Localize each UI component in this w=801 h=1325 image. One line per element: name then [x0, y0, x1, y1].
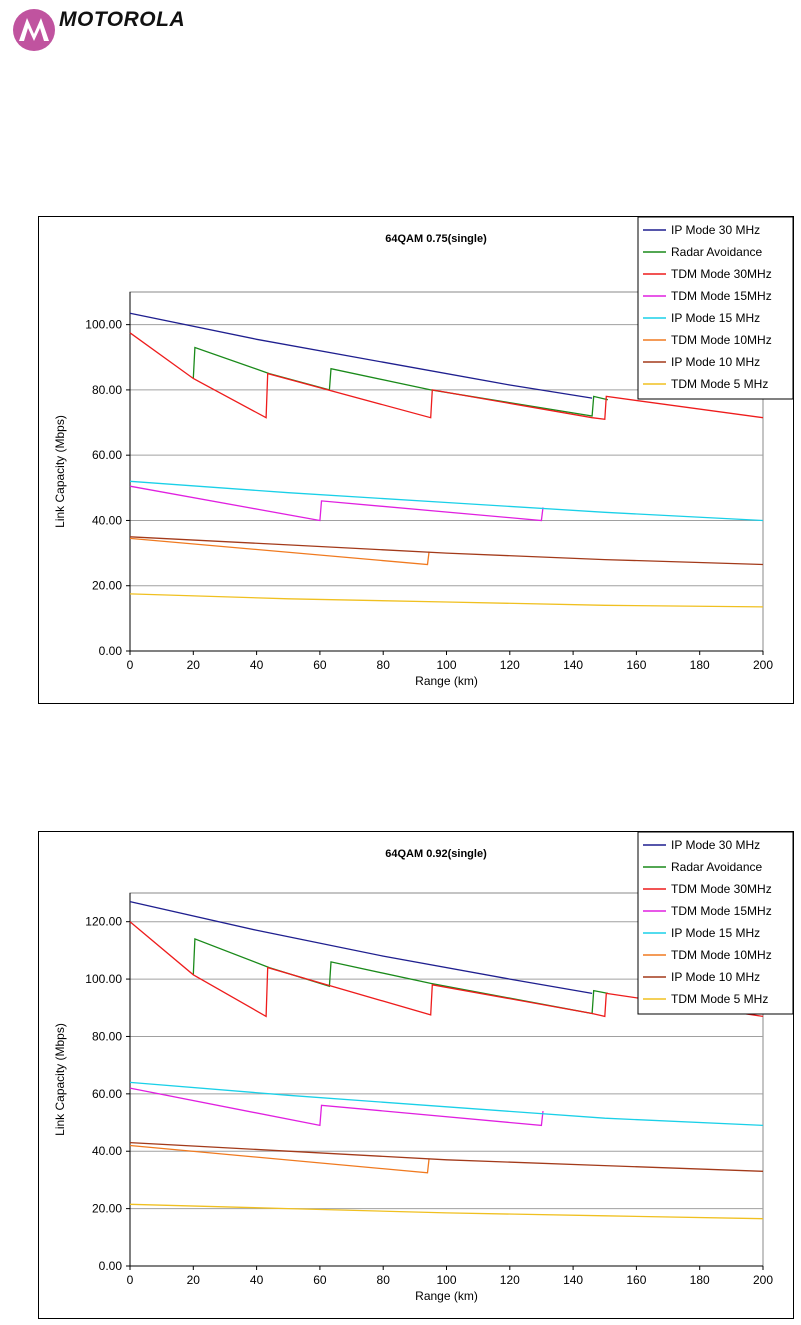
legend-entry: TDM Mode 10MHz: [671, 333, 772, 347]
x-tick-label: 60: [313, 1273, 327, 1287]
y-tick-label: 60.00: [92, 1087, 122, 1101]
motorola-logo: [12, 8, 252, 56]
legend-entry: Radar Avoidance: [671, 245, 763, 259]
x-tick-label: 100: [436, 658, 456, 672]
series-line: [129, 593, 764, 608]
x-axis-label: Range (km): [415, 1289, 478, 1303]
brand-name: MOTOROLA: [59, 8, 186, 31]
x-tick-label: 100: [436, 1273, 456, 1287]
series-line: [129, 480, 764, 522]
x-tick-label: 140: [563, 1273, 583, 1287]
y-axis-label: Link Capacity (Mbps): [53, 415, 67, 528]
y-tick-label: 0.00: [99, 644, 123, 658]
legend-entry: TDM Mode 15MHz: [671, 289, 772, 303]
x-tick-label: 40: [250, 658, 264, 672]
series-line: [192, 937, 609, 1015]
x-tick-label: 20: [187, 658, 201, 672]
series-line: [129, 900, 593, 995]
x-tick-label: 180: [690, 658, 710, 672]
series-line: [129, 485, 544, 522]
y-tick-label: 80.00: [92, 1029, 122, 1043]
chart-64qam-092: 0.00 20.00 40.00 60.00 80.00 100.00 120.00 0 20 4…: [38, 831, 794, 1319]
x-tick-label: 180: [690, 1273, 710, 1287]
x-tick-label: 120: [500, 658, 520, 672]
chart-svg-2: 0.00 20.00 40.00 60.00 80.00 100.00 120.00 0 20 4…: [53, 832, 794, 1303]
legend-entry: TDM Mode 5 MHz: [671, 992, 768, 1006]
chart-title: 64QAM 0.75(single): [385, 233, 487, 245]
series-line: [129, 1203, 764, 1220]
series-line: [129, 1144, 430, 1174]
x-tick-label: 200: [753, 1273, 773, 1287]
y-tick-label: 20.00: [92, 1202, 122, 1216]
legend-entry: IP Mode 15 MHz: [671, 311, 760, 325]
y-tick-label: 20.00: [92, 579, 122, 593]
x-tick-label: 20: [187, 1273, 201, 1287]
y-tick-label: 0.00: [99, 1259, 123, 1273]
legend-entry: TDM Mode 15MHz: [671, 904, 772, 918]
series-line: [129, 537, 430, 566]
legend-entry: TDM Mode 30MHz: [671, 267, 772, 281]
series-line: [129, 1141, 764, 1172]
chart-title: 64QAM 0.92(single): [385, 848, 487, 860]
y-tick-label: 40.00: [92, 1144, 122, 1158]
series-line: [192, 346, 609, 417]
y-tick-label: 40.00: [92, 513, 122, 527]
x-tick-label: 0: [127, 658, 134, 672]
x-axis-label: Range (km): [415, 674, 478, 688]
series-line: [129, 332, 764, 421]
legend-entry: IP Mode 15 MHz: [671, 926, 760, 940]
legend-entry: TDM Mode 5 MHz: [671, 377, 768, 391]
x-tick-label: 40: [250, 1273, 264, 1287]
legend-entry: TDM Mode 30MHz: [671, 882, 772, 896]
x-tick-label: 140: [563, 658, 583, 672]
legend-entry: IP Mode 10 MHz: [671, 355, 760, 369]
series-line: [129, 1087, 544, 1127]
x-tick-label: 160: [626, 658, 646, 672]
y-tick-label: 120.00: [85, 915, 122, 929]
series-line: [129, 536, 764, 566]
y-tick-label: 80.00: [92, 383, 122, 397]
legend-entry: IP Mode 30 MHz: [671, 838, 760, 852]
x-tick-label: 60: [313, 658, 327, 672]
y-tick-label: 60.00: [92, 448, 122, 462]
x-tick-label: 160: [626, 1273, 646, 1287]
x-tick-label: 200: [753, 658, 773, 672]
legend-entry: TDM Mode 10MHz: [671, 948, 772, 962]
legend-entry: IP Mode 10 MHz: [671, 970, 760, 984]
y-tick-label: 100.00: [85, 972, 122, 986]
y-axis-label: Link Capacity (Mbps): [53, 1023, 67, 1136]
motorola-batwing-icon: [13, 9, 55, 51]
chart-64qam-075: 0.00 20.00 40.00 60.00 80.00 100.00 0 20 40 60 80 1…: [38, 216, 794, 704]
x-tick-label: 80: [377, 1273, 391, 1287]
series-line: [129, 1081, 764, 1127]
series-line: [129, 312, 593, 399]
series-line: [129, 921, 764, 1018]
x-tick-label: 0: [127, 1273, 134, 1287]
legend-box: [637, 217, 794, 400]
chart-svg-1: 0.00 20.00 40.00 60.00 80.00 100.00 0 20 40 60 80 1…: [53, 217, 794, 688]
legend-box: [637, 832, 794, 1015]
legend-entry: Radar Avoidance: [671, 860, 763, 874]
legend-entry: IP Mode 30 MHz: [671, 223, 760, 237]
x-tick-label: 80: [377, 658, 391, 672]
x-tick-label: 120: [500, 1273, 520, 1287]
y-tick-label: 100.00: [85, 318, 122, 332]
